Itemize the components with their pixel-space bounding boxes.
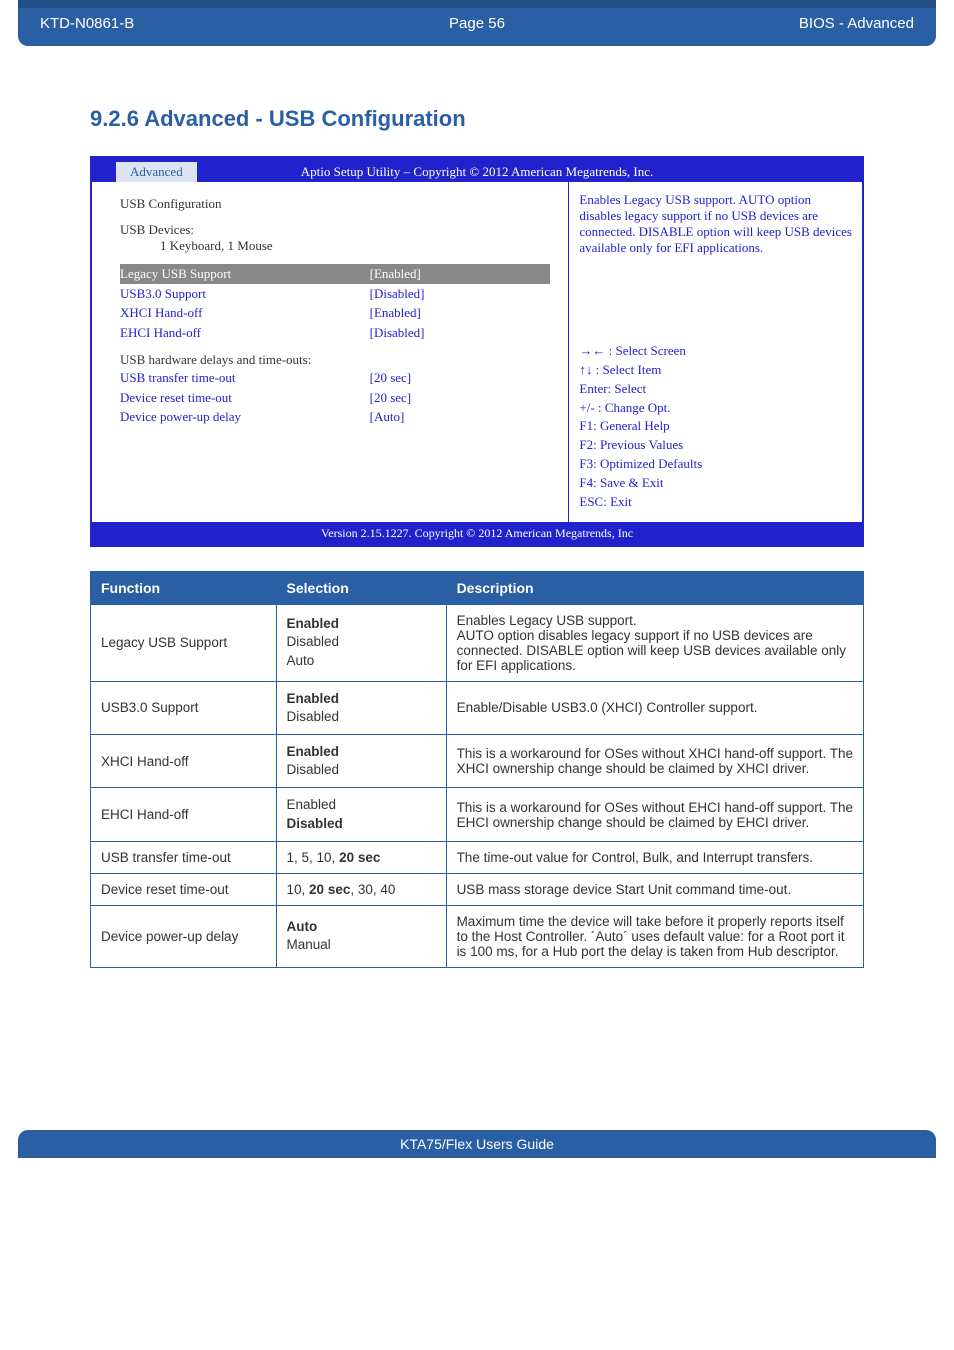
bios-key-legend: →← : Select Screen ↑↓ : Select Item Ente… (579, 342, 852, 512)
key-prev-values: F2: Previous Values (579, 436, 852, 455)
bios-utility-title: Aptio Setup Utility – Copyright © 2012 A… (301, 164, 654, 179)
bios-row-usb30[interactable]: USB3.0 Support [Disabled] (120, 284, 550, 304)
bios-row-transfer-timeout[interactable]: USB transfer time-out [20 sec] (120, 368, 550, 388)
bios-label: USB transfer time-out (120, 368, 370, 388)
cell-selection: EnabledDisabled (276, 735, 446, 788)
key-enter: Enter: Select (579, 380, 852, 399)
cell-description: Enables Legacy USB support. AUTO option … (446, 604, 863, 681)
th-description: Description (446, 571, 863, 604)
key-help: F1: General Help (579, 417, 852, 436)
bios-label: Legacy USB Support (120, 264, 370, 284)
key-save-exit: F4: Save & Exit (579, 474, 852, 493)
bios-label: Device power-up delay (120, 407, 370, 427)
bios-tab-advanced[interactable]: Advanced (116, 162, 197, 182)
bios-value: [Disabled] (370, 284, 551, 304)
key-change-opt: +/- : Change Opt. (579, 399, 852, 418)
cell-selection: AutoManual (276, 905, 446, 967)
table-row: XHCI Hand-offEnabledDisabledThis is a wo… (91, 735, 864, 788)
table-row: Legacy USB SupportEnabledDisabledAutoEna… (91, 604, 864, 681)
key-select-item: ↑↓ : Select Item (579, 361, 852, 380)
cell-selection: EnabledDisabled (276, 681, 446, 734)
th-selection: Selection (276, 571, 446, 604)
bios-devices-label: USB Devices: (120, 222, 550, 238)
cell-function: EHCI Hand-off (91, 788, 277, 841)
cell-selection: 10, 20 sec, 30, 40 (276, 873, 446, 905)
cell-selection: EnabledDisabledAuto (276, 604, 446, 681)
table-header-row: Function Selection Description (91, 571, 864, 604)
bios-version-footer: Version 2.15.1227. Copyright © 2012 Amer… (92, 522, 862, 545)
bios-screenshot: Aptio Setup Utility – Copyright © 2012 A… (90, 156, 864, 547)
key-defaults: F3: Optimized Defaults (579, 455, 852, 474)
cell-description: Maximum time the device will take before… (446, 905, 863, 967)
bios-label: USB3.0 Support (120, 284, 370, 304)
function-table: Function Selection Description Legacy US… (90, 571, 864, 968)
page-number: Page 56 (328, 15, 625, 32)
table-row: Device reset time-out10, 20 sec, 30, 40U… (91, 873, 864, 905)
cell-description: USB mass storage device Start Unit comma… (446, 873, 863, 905)
page-content: 9.2.6 Advanced - USB Configuration Aptio… (0, 46, 954, 1008)
cell-function: Device reset time-out (91, 873, 277, 905)
bios-value: [Disabled] (370, 323, 551, 343)
bios-label: Device reset time-out (120, 388, 370, 408)
cell-description: This is a workaround for OSes without EH… (446, 788, 863, 841)
table-row: Device power-up delayAutoManualMaximum t… (91, 905, 864, 967)
table-row: USB transfer time-out1, 5, 10, 20 secThe… (91, 841, 864, 873)
bios-titlebar: Aptio Setup Utility – Copyright © 2012 A… (92, 158, 862, 182)
bios-row-legacy-usb[interactable]: Legacy USB Support [Enabled] (120, 264, 550, 284)
bios-row-ehci[interactable]: EHCI Hand-off [Disabled] (120, 323, 550, 343)
doc-id: KTD-N0861-B (40, 15, 328, 32)
page-header: KTD-N0861-B Page 56 BIOS - Advanced (18, 0, 936, 46)
bios-settings-pane: USB Configuration USB Devices: 1 Keyboar… (92, 182, 569, 522)
bios-devices-value: 1 Keyboard, 1 Mouse (120, 238, 550, 254)
bios-label: EHCI Hand-off (120, 323, 370, 343)
bios-subheading: USB Configuration (120, 196, 550, 212)
footer-guide-title: KTA75/Flex Users Guide (18, 1130, 936, 1158)
bios-label: XHCI Hand-off (120, 303, 370, 323)
table-row: USB3.0 SupportEnabledDisabledEnable/Disa… (91, 681, 864, 734)
page-footer: KTA75/Flex Users Guide (0, 1128, 954, 1158)
bios-value: [20 sec] (370, 368, 551, 388)
cell-description: Enable/Disable USB3.0 (XHCI) Controller … (446, 681, 863, 734)
section-heading: 9.2.6 Advanced - USB Configuration (90, 106, 864, 132)
cell-function: USB3.0 Support (91, 681, 277, 734)
cell-selection: EnabledDisabled (276, 788, 446, 841)
cell-description: This is a workaround for OSes without XH… (446, 735, 863, 788)
bios-value: [Enabled] (370, 264, 551, 284)
key-esc: ESC: Exit (579, 493, 852, 512)
bios-hw-heading: USB hardware delays and time-outs: (120, 352, 550, 368)
bios-row-xhci[interactable]: XHCI Hand-off [Enabled] (120, 303, 550, 323)
cell-function: XHCI Hand-off (91, 735, 277, 788)
cell-selection: 1, 5, 10, 20 sec (276, 841, 446, 873)
breadcrumb: BIOS - Advanced (626, 15, 914, 32)
table-row: EHCI Hand-offEnabledDisabledThis is a wo… (91, 788, 864, 841)
cell-function: Legacy USB Support (91, 604, 277, 681)
th-function: Function (91, 571, 277, 604)
cell-function: USB transfer time-out (91, 841, 277, 873)
cell-description: The time-out value for Control, Bulk, an… (446, 841, 863, 873)
bios-value: [Auto] (370, 407, 551, 427)
bios-row-reset-timeout[interactable]: Device reset time-out [20 sec] (120, 388, 550, 408)
cell-function: Device power-up delay (91, 905, 277, 967)
key-select-screen: →← : Select Screen (579, 342, 852, 361)
bios-value: [20 sec] (370, 388, 551, 408)
bios-row-powerup-delay[interactable]: Device power-up delay [Auto] (120, 407, 550, 427)
bios-value: [Enabled] (370, 303, 551, 323)
bios-help-pane: Enables Legacy USB support. AUTO option … (569, 182, 862, 522)
bios-help-text: Enables Legacy USB support. AUTO option … (579, 192, 852, 342)
